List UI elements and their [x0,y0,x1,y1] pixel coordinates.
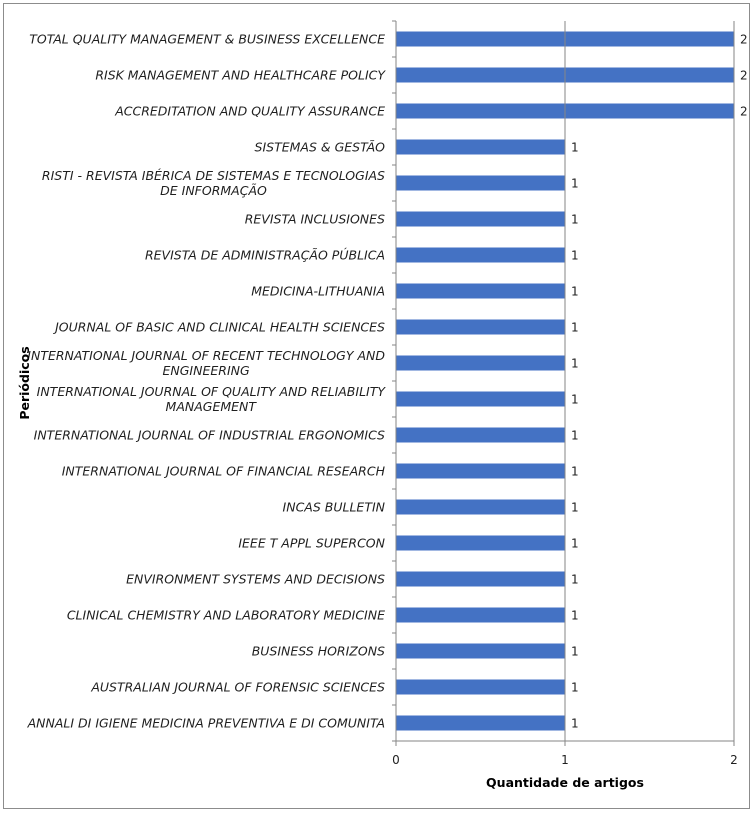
y-axis-title: Periódicos [17,346,32,419]
x-tick-label-1: 1 [561,753,569,767]
value-label-0: 2 [740,33,748,47]
category-label-4: RISTI - REVISTA IBÉRICA DE SISTEMAS E TE… [42,168,385,198]
category-label-13: INCAS BULLETIN [283,500,386,515]
value-label-4: 1 [571,177,579,191]
x-axis-title: Quantidade de artigos [486,775,644,790]
value-label-13: 1 [571,501,579,515]
bar-5 [396,211,565,227]
value-label-10: 1 [571,393,579,407]
value-label-11: 1 [571,429,579,443]
bar-17 [396,643,565,659]
axes [392,20,735,742]
category-label-8: JOURNAL OF BASIC AND CLINICAL HEALTH SCI… [52,320,385,335]
bars-layer [396,31,734,731]
bar-3 [396,139,565,155]
category-label-10: INTERNATIONAL JOURNAL OF QUALITY AND REL… [37,384,387,414]
bar-18 [396,679,565,695]
bar-14 [396,535,565,551]
category-label-2: ACCREDITATION AND QUALITY ASSURANCE [114,104,385,119]
value-label-5: 1 [571,213,579,227]
bar-6 [396,247,565,263]
category-label-0: TOTAL QUALITY MANAGEMENT & BUSINESS EXCE… [29,32,385,47]
bar-10 [396,391,565,407]
value-label-7: 1 [571,285,579,299]
category-label-7: MEDICINA-LITHUANIA [251,284,385,299]
chart-frame [3,3,750,809]
x-ticks: 0 1 2 [392,741,738,767]
category-label-9: INTERNATIONAL JOURNAL OF RECENT TECHNOLO… [27,348,385,378]
value-label-9: 1 [571,357,579,371]
x-tick-label-0: 0 [392,753,400,767]
category-label-18: AUSTRALIAN JOURNAL OF FORENSIC SCIENCES [90,680,385,695]
category-label-11: INTERNATIONAL JOURNAL OF INDUSTRIAL ERGO… [34,428,385,443]
category-label-12: INTERNATIONAL JOURNAL OF FINANCIAL RESEA… [62,464,386,479]
category-label-1: RISK MANAGEMENT AND HEALTHCARE POLICY [95,68,386,83]
value-label-3: 1 [571,141,579,155]
category-label-14: IEEE T APPL SUPERCON [238,536,385,551]
category-label-3: SISTEMAS & GESTÃO [255,140,386,155]
bar-9 [396,355,565,371]
category-label-17: BUSINESS HORIZONS [252,644,385,659]
bar-7 [396,283,565,299]
value-label-6: 1 [571,249,579,263]
bar-12 [396,463,565,479]
value-label-14: 1 [571,537,579,551]
bar-13 [396,499,565,515]
bar-4 [396,175,565,191]
category-label-15: ENVIRONMENT SYSTEMS AND DECISIONS [126,572,385,587]
value-label-17: 1 [571,645,579,659]
category-label-19: ANNALI DI IGIENE MEDICINA PREVENTIVA E D… [27,716,385,731]
value-label-16: 1 [571,609,579,623]
value-labels: 2 2 2 1 1 1 1 1 1 1 1 1 1 1 1 1 1 1 1 1 [571,33,748,731]
value-label-19: 1 [571,717,579,731]
value-label-18: 1 [571,681,579,695]
bar-11 [396,427,565,443]
category-label-6: REVISTA DE ADMINISTRAÇÃO PÚBLICA [145,248,385,263]
bar-8 [396,319,565,335]
x-tick-label-2: 2 [730,753,738,767]
value-label-1: 2 [740,69,748,83]
value-label-12: 1 [571,465,579,479]
bar-16 [396,607,565,623]
value-label-8: 1 [571,321,579,335]
bar-19 [396,715,565,731]
value-label-2: 2 [740,105,748,119]
category-label-5: REVISTA INCLUSIONES [245,212,385,227]
category-label-16: CLINICAL CHEMISTRY AND LABORATORY MEDICI… [67,608,385,623]
value-label-15: 1 [571,573,579,587]
category-labels: TOTAL QUALITY MANAGEMENT & BUSINESS EXCE… [27,32,387,731]
bar-15 [396,571,565,587]
